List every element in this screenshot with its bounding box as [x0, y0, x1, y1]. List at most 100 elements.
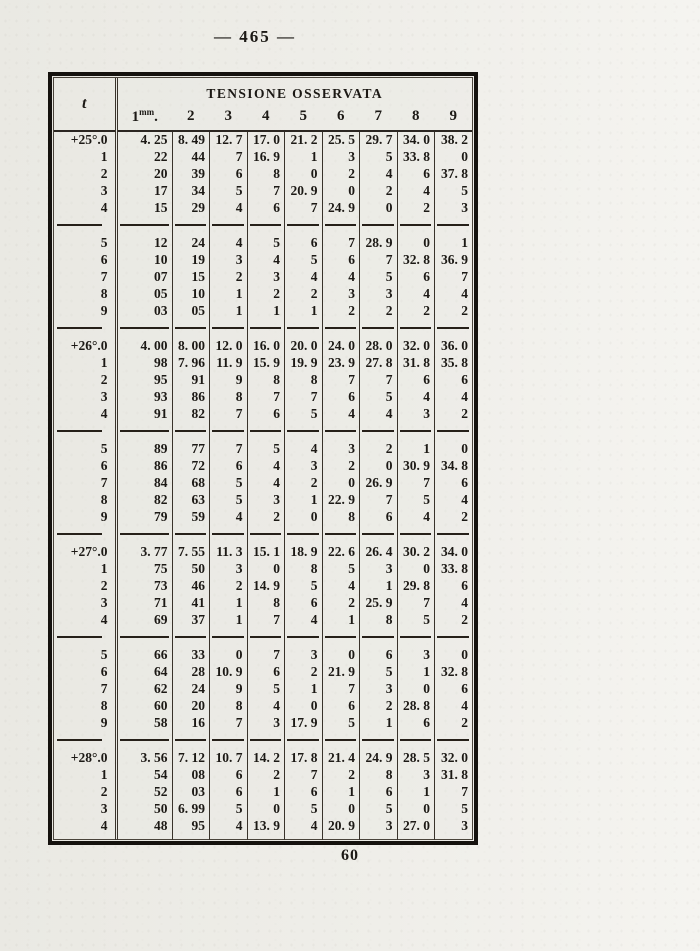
separator-rule — [57, 636, 102, 638]
separator-cell — [434, 628, 472, 646]
table-cell: 46 — [171, 577, 210, 594]
table-cell: 52 — [114, 783, 172, 800]
table-cell: 36. 9 — [434, 251, 472, 268]
table-cell: 2 — [284, 474, 322, 491]
table-cell: 1 — [284, 680, 322, 697]
table-cell: 31. 8 — [396, 354, 435, 371]
table-cell: 4 — [284, 268, 322, 285]
separator-rule — [57, 430, 102, 432]
table-cell: 12. 7 — [209, 131, 247, 148]
separator-cell — [114, 731, 172, 749]
separator-cell — [359, 628, 397, 646]
table-cell: 2 — [246, 285, 285, 302]
table-cell: 0 — [396, 560, 435, 577]
separator-cell — [54, 422, 116, 440]
row-label: +27°.0 — [70, 543, 108, 559]
table-cell: 14. 2 — [246, 749, 285, 766]
row-label: 5 — [100, 646, 108, 662]
separator-cell — [209, 216, 247, 234]
row-label: 6 — [100, 457, 108, 473]
table-cell: 6 — [321, 388, 360, 405]
table-cell: 12 — [114, 234, 172, 251]
table-cell: 3 — [359, 680, 397, 697]
table-cell: 7 — [321, 234, 360, 251]
separator-cell — [246, 319, 285, 337]
table-cell: 1 — [396, 440, 435, 457]
page-number: — 465 — — [214, 27, 296, 46]
separator-rule — [57, 533, 102, 535]
table-cell: 82 — [171, 405, 210, 422]
block-separator-row — [54, 422, 472, 440]
table-cell: 7 — [321, 371, 360, 388]
table-cell: 2 — [434, 302, 472, 319]
table-cell: 33 — [171, 646, 210, 663]
separator-rule — [119, 224, 169, 226]
table-cell: 11. 3 — [209, 543, 247, 560]
separator-rule — [362, 327, 394, 329]
table-cell: 4 — [359, 165, 397, 182]
separator-cell — [321, 731, 360, 749]
table-cell: 16. 9 — [246, 148, 285, 165]
table-cell: 5 — [359, 800, 397, 817]
table-cell: 33. 8 — [434, 560, 472, 577]
column-header: 9 — [434, 104, 472, 132]
table-cell: 7 — [434, 783, 472, 800]
table-cell: 2 — [434, 714, 472, 731]
table-cell: 8 — [246, 594, 285, 611]
separator-cell — [171, 628, 210, 646]
table-cell: 95 — [171, 817, 210, 834]
sheet-number: 60 — [341, 847, 359, 864]
table-row: 7 07 15 2 3 4 4 5 6 7 — [54, 268, 472, 285]
row-label: 1 — [100, 148, 108, 164]
table-cell: 2 — [359, 182, 397, 199]
table-cell: 35. 8 — [434, 354, 472, 371]
table-cell: 98 — [114, 354, 172, 371]
table-cell: 41 — [171, 594, 210, 611]
pad-cell — [434, 834, 472, 840]
separator-cell — [246, 628, 285, 646]
table-cell: 10. 7 — [209, 749, 247, 766]
table-cell: 27. 8 — [359, 354, 397, 371]
table-cell: 28 — [171, 663, 210, 680]
table-row: 4 69 37 1 7 4 1 8 5 2 — [54, 611, 472, 628]
separator-cell — [54, 216, 116, 234]
row-label: 3 — [100, 388, 108, 404]
table-cell: 0 — [209, 646, 247, 663]
table-cell: 4 — [284, 611, 322, 628]
table-cell: 6 — [396, 165, 435, 182]
pad-cell — [209, 834, 247, 840]
table-cell: 1 — [321, 611, 360, 628]
table-row: 5 66 33 0 7 3 0 6 3 0 — [54, 646, 472, 663]
table-cell: 4 — [396, 388, 435, 405]
table-cell: 4 — [209, 234, 247, 251]
table-cell: 7 — [246, 388, 285, 405]
table-cell: 71 — [114, 594, 172, 611]
table-cell: 0 — [246, 800, 285, 817]
table-cell: 1 — [209, 302, 247, 319]
table-cell: 4 — [209, 817, 247, 834]
table-cell: 21. 4 — [321, 749, 360, 766]
separator-cell — [434, 216, 472, 234]
table-cell: 32. 8 — [396, 251, 435, 268]
separator-cell — [171, 319, 210, 337]
table-cell: 2 — [434, 611, 472, 628]
separator-cell — [284, 628, 322, 646]
table-cell: 89 — [114, 440, 172, 457]
separator-cell — [114, 628, 172, 646]
table-cell: 11. 9 — [209, 354, 247, 371]
table-cell: 9 — [209, 371, 247, 388]
table-cell: 86 — [114, 457, 172, 474]
table-cell: 93 — [114, 388, 172, 405]
table-cell: 44 — [171, 148, 210, 165]
table-cell: 5 — [434, 800, 472, 817]
table-cell: 16 — [171, 714, 210, 731]
row-label: 2 — [100, 165, 108, 181]
table-cell: 3 — [246, 714, 285, 731]
table-cell: 07 — [114, 268, 172, 285]
table-cell: 3 — [359, 817, 397, 834]
separator-cell — [396, 319, 435, 337]
table-cell: 15. 9 — [246, 354, 285, 371]
